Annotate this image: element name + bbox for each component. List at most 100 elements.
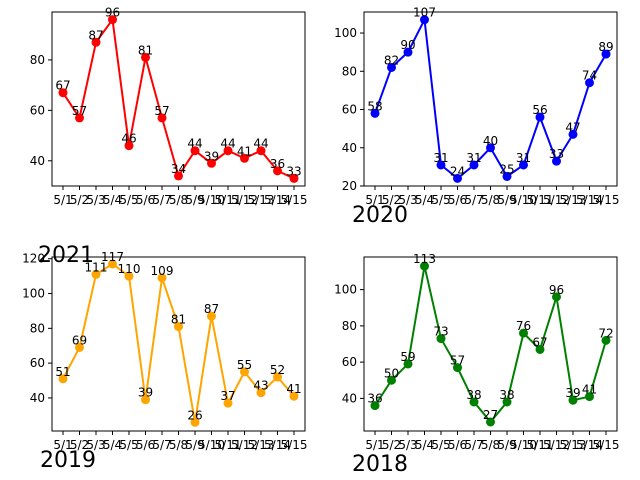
data-point (387, 375, 396, 385)
x-tick-label: 5/11 (215, 438, 242, 452)
data-label: 58 (367, 99, 382, 113)
y-tick-label: 40 (30, 391, 45, 405)
data-point (223, 146, 233, 156)
data-point (58, 88, 68, 98)
data-label: 89 (598, 40, 613, 54)
x-tick-label: 5/9 (185, 438, 204, 452)
data-label: 82 (384, 53, 399, 67)
data-label: 107 (413, 6, 436, 20)
data-label: 117 (101, 250, 124, 264)
data-point (568, 129, 578, 139)
x-tick-label: 5/6 (448, 193, 467, 207)
plot-frame (51, 256, 306, 432)
x-tick-label: 5/8 (169, 193, 188, 207)
data-label: 40 (483, 134, 498, 148)
x-tick-label: 5/10 (198, 193, 225, 207)
x-tick-label: 5/13 (560, 193, 587, 207)
data-point (552, 292, 561, 302)
x-tick-label: 5/4 (415, 193, 434, 207)
data-point (519, 160, 528, 170)
data-point (207, 311, 216, 321)
x-tick-label: 5/8 (481, 438, 500, 452)
x-tick-label: 5/15 (593, 438, 620, 452)
x-tick-label: 5/9 (497, 438, 516, 452)
year-label: 2020 (352, 203, 408, 228)
x-tick-label: 5/11 (527, 438, 554, 452)
data-point (502, 397, 512, 407)
data-point (174, 322, 183, 332)
data-point (585, 78, 594, 88)
data-point (585, 392, 594, 402)
data-point (91, 269, 101, 279)
y-tick-label: 60 (342, 355, 357, 369)
year-label: 2021 (38, 243, 94, 268)
x-tick-label: 5/13 (248, 438, 275, 452)
year-label: 2019 (40, 448, 96, 473)
y-tick-label: 120 (22, 252, 45, 266)
x-tick-label: 5/4 (103, 193, 122, 207)
x-tick-label: 5/7 (464, 438, 483, 452)
x-tick-label: 5/15 (281, 193, 308, 207)
data-label: 26 (187, 408, 202, 422)
y-tick-label: 20 (342, 179, 357, 193)
plot-frame (363, 256, 618, 432)
x-tick-label: 5/15 (593, 193, 620, 207)
data-point (469, 160, 479, 170)
x-tick-label: 5/1 (365, 438, 384, 452)
data-point (273, 372, 282, 382)
data-point (141, 52, 150, 62)
y-tick-label: 80 (30, 53, 45, 67)
y-tick-label: 100 (334, 26, 357, 40)
data-point (124, 141, 134, 151)
data-point (453, 363, 462, 373)
data-label: 67 (532, 335, 547, 349)
x-tick-label: 5/13 (248, 193, 275, 207)
x-tick-label: 5/8 (481, 193, 500, 207)
x-tick-label: 5/14 (264, 438, 291, 452)
data-label: 36 (270, 157, 285, 171)
x-tick-label: 5/3 (398, 438, 417, 452)
x-tick-label: 5/5 (119, 193, 138, 207)
data-label: 56 (532, 103, 547, 117)
data-label: 55 (237, 358, 252, 372)
data-label: 57 (450, 354, 465, 368)
y-tick-label: 100 (334, 283, 357, 297)
x-tick-label: 5/3 (86, 438, 105, 452)
data-label: 44 (187, 137, 202, 151)
x-tick-label: 5/6 (136, 438, 155, 452)
data-point (403, 47, 413, 57)
x-tick-label: 5/2 (70, 438, 89, 452)
y-tick-label: 60 (342, 103, 357, 117)
x-tick-label: 5/5 (431, 438, 450, 452)
y-tick-label: 80 (342, 319, 357, 333)
x-tick-label: 5/3 (86, 193, 105, 207)
data-point (469, 397, 479, 407)
data-label: 57 (72, 104, 87, 118)
data-label: 113 (413, 252, 436, 266)
data-label: 47 (565, 120, 580, 134)
x-tick-label: 5/3 (398, 193, 417, 207)
data-point (157, 113, 167, 123)
data-label: 90 (400, 38, 415, 52)
data-label: 33 (549, 147, 564, 161)
data-point (486, 143, 495, 153)
data-label: 31 (516, 151, 531, 165)
x-tick-label: 5/7 (464, 193, 483, 207)
data-label: 38 (466, 388, 481, 402)
data-label: 109 (151, 264, 174, 278)
data-point (108, 15, 117, 25)
data-point (289, 173, 299, 183)
x-tick-label: 5/11 (215, 193, 242, 207)
x-tick-label: 5/7 (152, 438, 171, 452)
data-label: 39 (565, 386, 580, 400)
data-point (486, 417, 495, 427)
subplot-2: 4060801001205/15/25/35/45/55/65/75/85/95… (22, 250, 307, 452)
data-label: 27 (483, 408, 498, 422)
x-tick-label: 5/6 (136, 193, 155, 207)
data-point (256, 388, 266, 398)
x-tick-label: 5/6 (448, 438, 467, 452)
data-point (190, 146, 200, 156)
x-tick-label: 5/12 (543, 193, 570, 207)
x-tick-label: 5/10 (198, 438, 225, 452)
data-label: 59 (400, 350, 415, 364)
